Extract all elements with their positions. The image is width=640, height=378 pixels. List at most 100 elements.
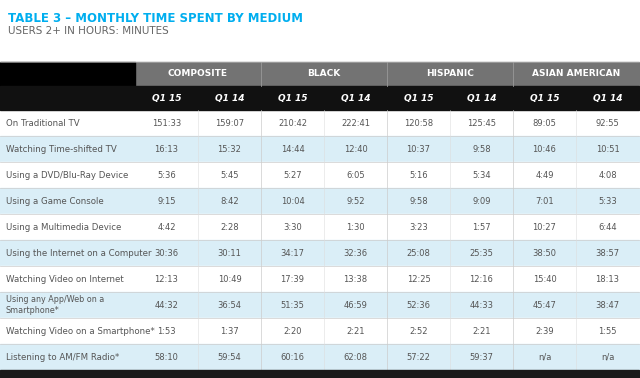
Text: BLACK: BLACK [307, 70, 340, 79]
Bar [0, 162, 639, 188]
Text: 92:55: 92:55 [596, 118, 620, 127]
Bar [0, 292, 639, 318]
Text: 14:44: 14:44 [280, 144, 305, 153]
Text: 10:51: 10:51 [596, 144, 620, 153]
Text: 7:01: 7:01 [535, 197, 554, 206]
Text: Watching Time-shifted TV: Watching Time-shifted TV [6, 144, 116, 153]
Text: 46:59: 46:59 [344, 301, 367, 310]
Text: 1:53: 1:53 [157, 327, 176, 336]
Text: 9:58: 9:58 [409, 197, 428, 206]
Text: 10:27: 10:27 [532, 223, 556, 231]
Text: Q1 14: Q1 14 [215, 93, 244, 102]
Text: Q1 14: Q1 14 [340, 93, 371, 102]
Bar [0, 214, 639, 240]
Text: Q1 14: Q1 14 [467, 93, 496, 102]
Text: 57:22: 57:22 [406, 353, 431, 361]
Bar [0, 240, 639, 266]
Text: 2:28: 2:28 [220, 223, 239, 231]
Bar [135, 62, 639, 86]
Text: Using a Multimedia Device: Using a Multimedia Device [6, 223, 122, 231]
Text: 30:11: 30:11 [218, 248, 241, 257]
Text: 10:04: 10:04 [280, 197, 305, 206]
Text: 5:36: 5:36 [157, 170, 176, 180]
Text: 159:07: 159:07 [215, 118, 244, 127]
Text: 2:20: 2:20 [284, 327, 301, 336]
Text: 52:36: 52:36 [406, 301, 431, 310]
Text: TABLE 3 – MONTHLY TIME SPENT BY MEDIUM: TABLE 3 – MONTHLY TIME SPENT BY MEDIUM [8, 12, 303, 25]
Text: 2:21: 2:21 [472, 327, 491, 336]
Text: 3:30: 3:30 [283, 223, 302, 231]
Bar [0, 136, 639, 162]
Text: 10:46: 10:46 [532, 144, 556, 153]
Text: 5:33: 5:33 [598, 197, 617, 206]
Text: 62:08: 62:08 [344, 353, 367, 361]
Text: 17:39: 17:39 [280, 274, 305, 284]
Text: 5:27: 5:27 [283, 170, 302, 180]
Text: 120:58: 120:58 [404, 118, 433, 127]
Text: 38:50: 38:50 [532, 248, 557, 257]
Bar [0, 110, 639, 136]
Text: 5:34: 5:34 [472, 170, 491, 180]
Text: 6:44: 6:44 [598, 223, 617, 231]
Text: Q1 15: Q1 15 [530, 93, 559, 102]
Text: 10:37: 10:37 [406, 144, 431, 153]
Text: COMPOSITE: COMPOSITE [168, 70, 228, 79]
Text: 25:35: 25:35 [470, 248, 493, 257]
Text: Q1 15: Q1 15 [278, 93, 307, 102]
Text: 12:25: 12:25 [406, 274, 430, 284]
Bar [0, 370, 639, 378]
Text: ASIAN AMERICAN: ASIAN AMERICAN [532, 70, 620, 79]
Text: 10:49: 10:49 [218, 274, 241, 284]
Text: Using the Internet on a Computer: Using the Internet on a Computer [6, 248, 152, 257]
Text: Using any App/Web on a
Smartphone*: Using any App/Web on a Smartphone* [6, 295, 104, 315]
Text: 9:15: 9:15 [157, 197, 176, 206]
Text: 151:33: 151:33 [152, 118, 181, 127]
Text: 44:32: 44:32 [155, 301, 179, 310]
Text: 45:47: 45:47 [532, 301, 556, 310]
Text: Q1 15: Q1 15 [152, 93, 181, 102]
Text: HISPANIC: HISPANIC [426, 70, 474, 79]
Text: 15:32: 15:32 [218, 144, 241, 153]
Text: 5:16: 5:16 [409, 170, 428, 180]
Text: 12:16: 12:16 [470, 274, 493, 284]
Text: 4:49: 4:49 [535, 170, 554, 180]
Text: 9:09: 9:09 [472, 197, 491, 206]
Text: 2:39: 2:39 [535, 327, 554, 336]
Text: 1:30: 1:30 [346, 223, 365, 231]
Text: 125:45: 125:45 [467, 118, 496, 127]
Bar [0, 266, 639, 292]
Text: 44:33: 44:33 [470, 301, 493, 310]
Text: 15:40: 15:40 [532, 274, 556, 284]
Text: 9:52: 9:52 [346, 197, 365, 206]
Text: 89:05: 89:05 [532, 118, 556, 127]
Text: 59:54: 59:54 [218, 353, 241, 361]
Text: 210:42: 210:42 [278, 118, 307, 127]
Text: 12:40: 12:40 [344, 144, 367, 153]
Text: On Traditional TV: On Traditional TV [6, 118, 79, 127]
Text: 36:54: 36:54 [218, 301, 241, 310]
Text: 1:37: 1:37 [220, 327, 239, 336]
Text: 13:38: 13:38 [344, 274, 367, 284]
Text: 1:55: 1:55 [598, 327, 617, 336]
Bar [0, 62, 135, 86]
Text: 16:13: 16:13 [154, 144, 179, 153]
Bar [0, 344, 639, 370]
Text: Q1 15: Q1 15 [404, 93, 433, 102]
Text: 1:57: 1:57 [472, 223, 491, 231]
Text: 6:05: 6:05 [346, 170, 365, 180]
Text: Using a Game Console: Using a Game Console [6, 197, 104, 206]
Text: USERS 2+ IN HOURS: MINUTES: USERS 2+ IN HOURS: MINUTES [8, 26, 169, 36]
Text: 58:10: 58:10 [155, 353, 179, 361]
Text: Q1 14: Q1 14 [593, 93, 622, 102]
Text: 25:08: 25:08 [406, 248, 431, 257]
Text: Listening to AM/FM Radio*: Listening to AM/FM Radio* [6, 353, 119, 361]
Text: 8:42: 8:42 [220, 197, 239, 206]
Bar [0, 86, 639, 110]
Bar [0, 318, 639, 344]
Text: 9:58: 9:58 [472, 144, 491, 153]
Text: 222:41: 222:41 [341, 118, 370, 127]
Text: n/a: n/a [601, 353, 614, 361]
Text: 3:23: 3:23 [409, 223, 428, 231]
Text: 30:36: 30:36 [154, 248, 179, 257]
Text: 2:52: 2:52 [409, 327, 428, 336]
